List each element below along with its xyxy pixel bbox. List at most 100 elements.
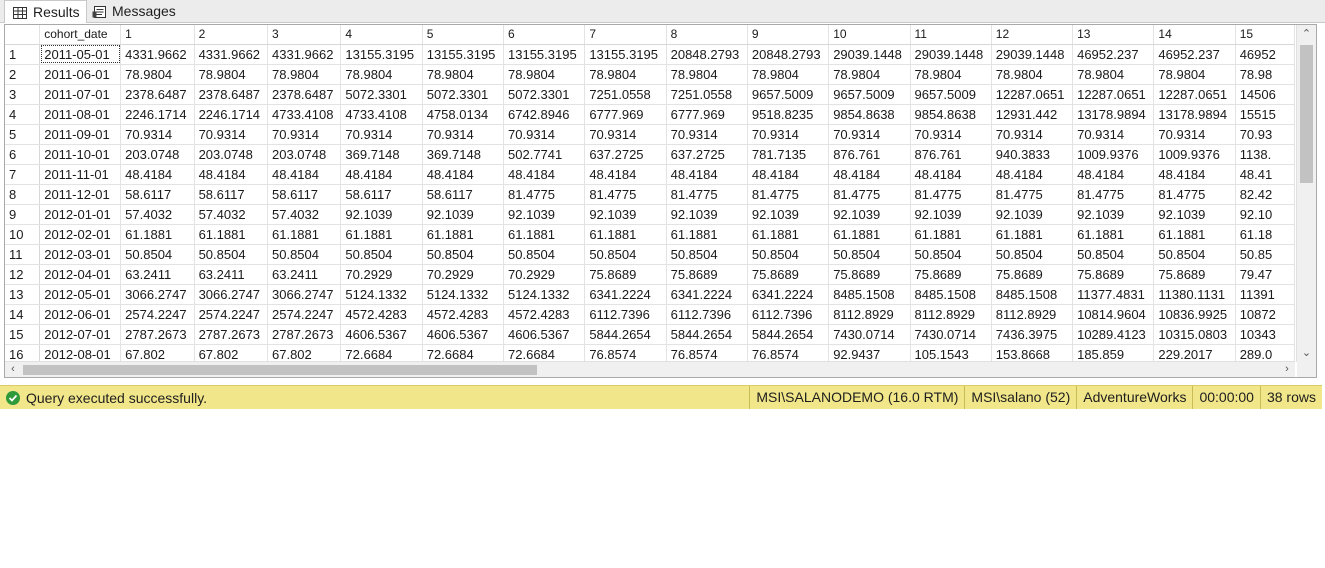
table-cell[interactable]: 92.1039	[584, 204, 667, 225]
table-cell[interactable]: 48.41	[1235, 164, 1295, 185]
table-cell[interactable]: 7436.3975	[991, 324, 1074, 345]
table-cell[interactable]: 8485.1508	[910, 284, 992, 305]
table-cell[interactable]: 58.6117	[267, 184, 342, 205]
table-cell[interactable]: 61.1881	[503, 224, 586, 245]
table-cell[interactable]: 70.9314	[267, 124, 342, 145]
row-number[interactable]: 13	[5, 284, 41, 305]
row-number[interactable]: 2	[5, 64, 41, 85]
cohort-date-cell[interactable]: 2012-04-01	[39, 264, 122, 285]
table-cell[interactable]: 46952.237	[1153, 44, 1236, 65]
table-cell[interactable]: 153.8668	[991, 344, 1074, 362]
table-cell[interactable]: 4331.9662	[120, 44, 195, 65]
table-cell[interactable]: 203.0748	[194, 144, 269, 165]
table-cell[interactable]: 50.8504	[828, 244, 911, 265]
table-cell[interactable]: 6112.7396	[584, 304, 667, 325]
cohort-date-cell[interactable]: 2011-09-01	[39, 124, 122, 145]
table-cell[interactable]: 48.4184	[340, 164, 423, 185]
table-cell[interactable]: 4733.4108	[340, 104, 423, 125]
tab-results[interactable]: Results	[4, 0, 87, 23]
table-cell[interactable]: 75.8689	[666, 264, 748, 285]
table-cell[interactable]: 61.1881	[666, 224, 748, 245]
scroll-left-icon[interactable]: ‹	[11, 363, 15, 375]
table-cell[interactable]: 2787.2673	[120, 324, 195, 345]
table-cell[interactable]: 637.2725	[666, 144, 748, 165]
table-cell[interactable]: 70.9314	[340, 124, 423, 145]
table-cell[interactable]: 289.0	[1235, 344, 1295, 362]
column-header[interactable]: 4	[340, 25, 423, 45]
row-number[interactable]: 14	[5, 304, 41, 325]
column-header[interactable]: 12	[991, 25, 1074, 45]
table-cell[interactable]: 61.1881	[1072, 224, 1155, 245]
table-cell[interactable]: 50.8504	[422, 244, 505, 265]
table-cell[interactable]: 50.8504	[1072, 244, 1155, 265]
table-cell[interactable]: 81.4775	[747, 184, 830, 205]
table-cell[interactable]: 57.4032	[194, 204, 269, 225]
table-cell[interactable]: 50.8504	[1153, 244, 1236, 265]
scroll-up-icon[interactable]: ⌃	[1301, 28, 1312, 40]
row-number[interactable]: 8	[5, 184, 41, 205]
table-cell[interactable]: 9854.8638	[910, 104, 992, 125]
table-cell[interactable]: 75.8689	[584, 264, 667, 285]
table-cell[interactable]: 8112.8929	[991, 304, 1074, 325]
table-cell[interactable]: 75.8689	[1072, 264, 1155, 285]
table-cell[interactable]: 9657.5009	[747, 84, 830, 105]
table-cell[interactable]: 6112.7396	[666, 304, 748, 325]
table-cell[interactable]: 13155.3195	[584, 44, 667, 65]
table-cell[interactable]: 12931.442	[991, 104, 1074, 125]
table-cell[interactable]: 48.4184	[1153, 164, 1236, 185]
table-cell[interactable]: 61.1881	[422, 224, 505, 245]
table-row[interactable]: 14 2012-06-01 2574.2247 2574.2247 2574.2247 4…	[5, 304, 1295, 325]
table-cell[interactable]: 70.9314	[422, 124, 505, 145]
table-cell[interactable]: 5072.3301	[340, 84, 423, 105]
table-cell[interactable]: 48.4184	[267, 164, 342, 185]
table-cell[interactable]: 8112.8929	[828, 304, 911, 325]
table-cell[interactable]: 92.1039	[828, 204, 911, 225]
cohort-date-cell[interactable]: 2012-05-01	[39, 284, 122, 305]
table-cell[interactable]: 29039.1448	[910, 44, 992, 65]
column-header[interactable]: 15	[1235, 25, 1295, 45]
table-cell[interactable]: 203.0748	[120, 144, 195, 165]
table-cell[interactable]: 70.9314	[584, 124, 667, 145]
table-cell[interactable]: 57.4032	[267, 204, 342, 225]
table-cell[interactable]: 4606.5367	[422, 324, 505, 345]
column-header[interactable]: 2	[194, 25, 269, 45]
table-cell[interactable]: 3066.2747	[267, 284, 342, 305]
table-cell[interactable]: 92.1039	[747, 204, 830, 225]
table-cell[interactable]: 50.8504	[340, 244, 423, 265]
horizontal-scrollbar[interactable]: ‹ ›	[5, 361, 1295, 377]
table-cell[interactable]: 2787.2673	[194, 324, 269, 345]
table-cell[interactable]: 5072.3301	[503, 84, 586, 105]
table-cell[interactable]: 92.1039	[503, 204, 586, 225]
cohort-date-cell[interactable]: 2012-08-01	[39, 344, 122, 362]
table-cell[interactable]: 92.1039	[1072, 204, 1155, 225]
table-cell[interactable]: 10315.0803	[1153, 324, 1236, 345]
table-cell[interactable]: 185.859	[1072, 344, 1155, 362]
table-cell[interactable]: 70.9314	[503, 124, 586, 145]
table-cell[interactable]: 6777.969	[666, 104, 748, 125]
table-cell[interactable]: 50.8504	[267, 244, 342, 265]
table-cell[interactable]: 76.8574	[584, 344, 667, 362]
table-cell[interactable]: 50.8504	[910, 244, 992, 265]
table-cell[interactable]: 81.4775	[991, 184, 1074, 205]
table-cell[interactable]: 12287.0651	[1072, 84, 1155, 105]
table-cell[interactable]: 58.6117	[422, 184, 505, 205]
table-cell[interactable]: 6112.7396	[747, 304, 830, 325]
column-header[interactable]: 5	[422, 25, 505, 45]
table-row[interactable]: 4 2011-08-01 2246.1714 2246.1714 4733.4108 47…	[5, 104, 1295, 125]
column-header[interactable]: 11	[910, 25, 992, 45]
table-cell[interactable]: 78.9804	[120, 64, 195, 85]
table-cell[interactable]: 4758.0134	[422, 104, 505, 125]
row-number[interactable]: 5	[5, 124, 41, 145]
table-cell[interactable]: 105.1543	[910, 344, 992, 362]
table-cell[interactable]: 2574.2247	[194, 304, 269, 325]
table-cell[interactable]: 81.4775	[828, 184, 911, 205]
table-row[interactable]: 15 2012-07-01 2787.2673 2787.2673 2787.2673 4…	[5, 324, 1295, 345]
table-cell[interactable]: 61.1881	[1153, 224, 1236, 245]
table-cell[interactable]: 4572.4283	[503, 304, 586, 325]
table-cell[interactable]: 20848.2793	[666, 44, 748, 65]
table-cell[interactable]: 50.8504	[503, 244, 586, 265]
table-cell[interactable]: 61.1881	[910, 224, 992, 245]
table-cell[interactable]: 70.9314	[1153, 124, 1236, 145]
cohort-date-cell[interactable]: 2012-07-01	[39, 324, 122, 345]
table-cell[interactable]: 1009.9376	[1153, 144, 1236, 165]
